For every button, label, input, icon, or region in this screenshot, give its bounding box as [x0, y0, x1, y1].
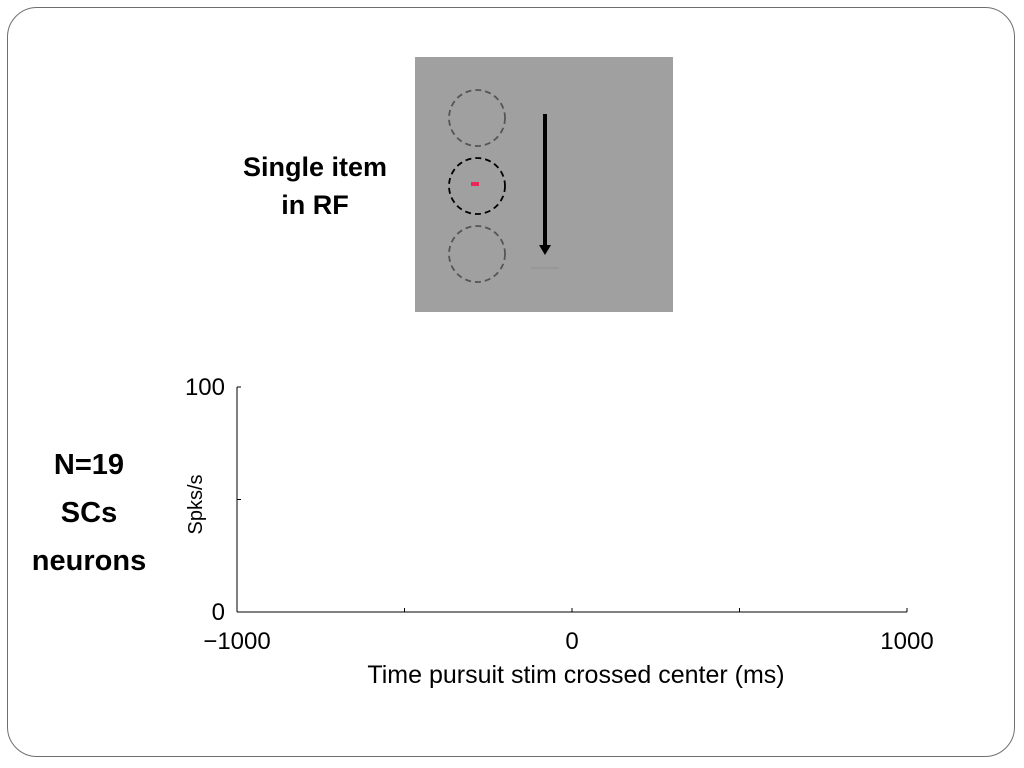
x-axis-label: Time pursuit stim crossed center (ms) [367, 661, 784, 689]
x-tick-label: −1000 [203, 628, 270, 655]
stimulus-panel [415, 57, 673, 312]
x-tick-label: 0 [565, 628, 578, 655]
stimulus-diagram [448, 89, 559, 283]
distractor-circle-top [448, 89, 506, 147]
stimulus-label: Single item in RF [225, 149, 405, 225]
stimulus-label-line1: Single item [242, 152, 388, 182]
distractor-circle-bottom [448, 225, 506, 283]
y-ticks: 0 100 [185, 374, 241, 626]
population-label-line1: N=19 [53, 449, 125, 481]
y-axis-label: Spks/s [185, 474, 207, 534]
population-label-line2: SCs [60, 497, 118, 529]
rf-circle [448, 157, 506, 215]
population-label-line3: neurons [31, 545, 147, 577]
motion-arrow-head [539, 245, 551, 255]
x-ticks: −1000 0 1000 [203, 608, 934, 655]
stimulus-label-line2: in RF [281, 189, 349, 220]
y-tick-label: 0 [212, 599, 225, 626]
target-dot [471, 182, 479, 186]
x-tick-label: 1000 [880, 628, 933, 655]
y-tick-label: 100 [185, 374, 225, 401]
population-label: N=19 SCs neurons [14, 441, 164, 585]
